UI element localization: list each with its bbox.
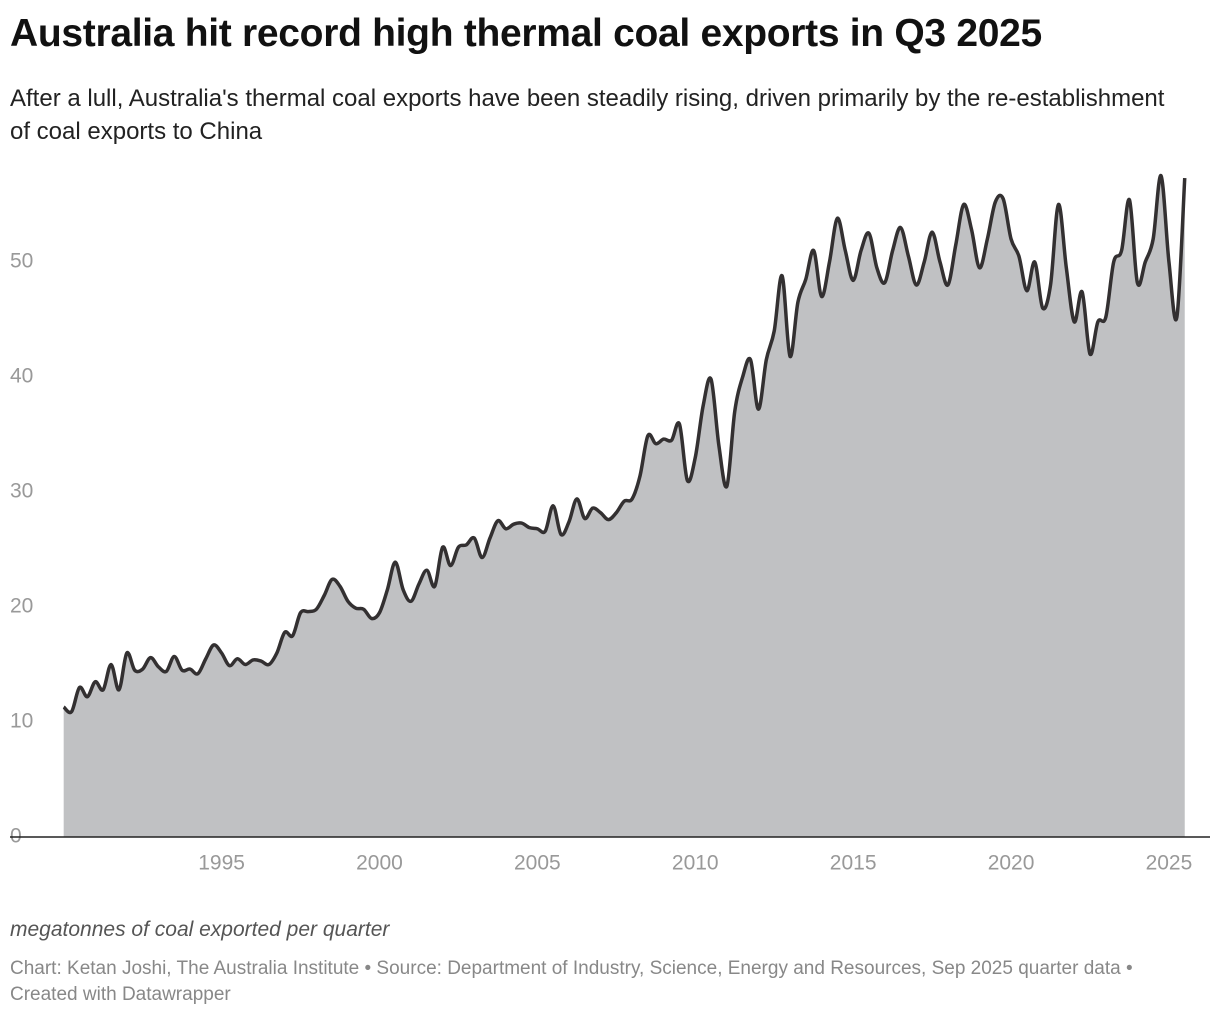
chart-subtitle: After a lull, Australia's thermal coal e… [10, 85, 1165, 145]
line [62, 173, 1187, 715]
y-tick-label: 10 [10, 710, 33, 733]
area-fill [63, 175, 1185, 838]
y-tick-label: 30 [10, 480, 33, 503]
x-tick-label: 2015 [830, 852, 877, 875]
axis-note: megatonnes of coal exported per quarter [10, 918, 390, 941]
x-tick-label: 2000 [356, 852, 403, 875]
y-tick-label: 50 [10, 250, 33, 273]
y-tick-label: 20 [10, 595, 33, 618]
source-note: Chart: Ketan Joshi, The Australia Instit… [10, 958, 1133, 1005]
x-tick-label: 2020 [988, 852, 1035, 875]
x-tick-label: 1995 [198, 852, 245, 875]
chart-title: Australia hit record high thermal coal e… [10, 12, 1042, 55]
x-tick-label: 2010 [672, 852, 719, 875]
y-tick-label: 40 [10, 365, 33, 388]
x-tick-label: 2005 [514, 852, 561, 875]
x-tick-label: 2025 [1146, 852, 1193, 875]
chart: 0 10 20 30 40 50 1995 2000 2005 2010 2015 2020 2025 [10, 173, 1210, 875]
y-tick-label: 0 [10, 825, 22, 848]
